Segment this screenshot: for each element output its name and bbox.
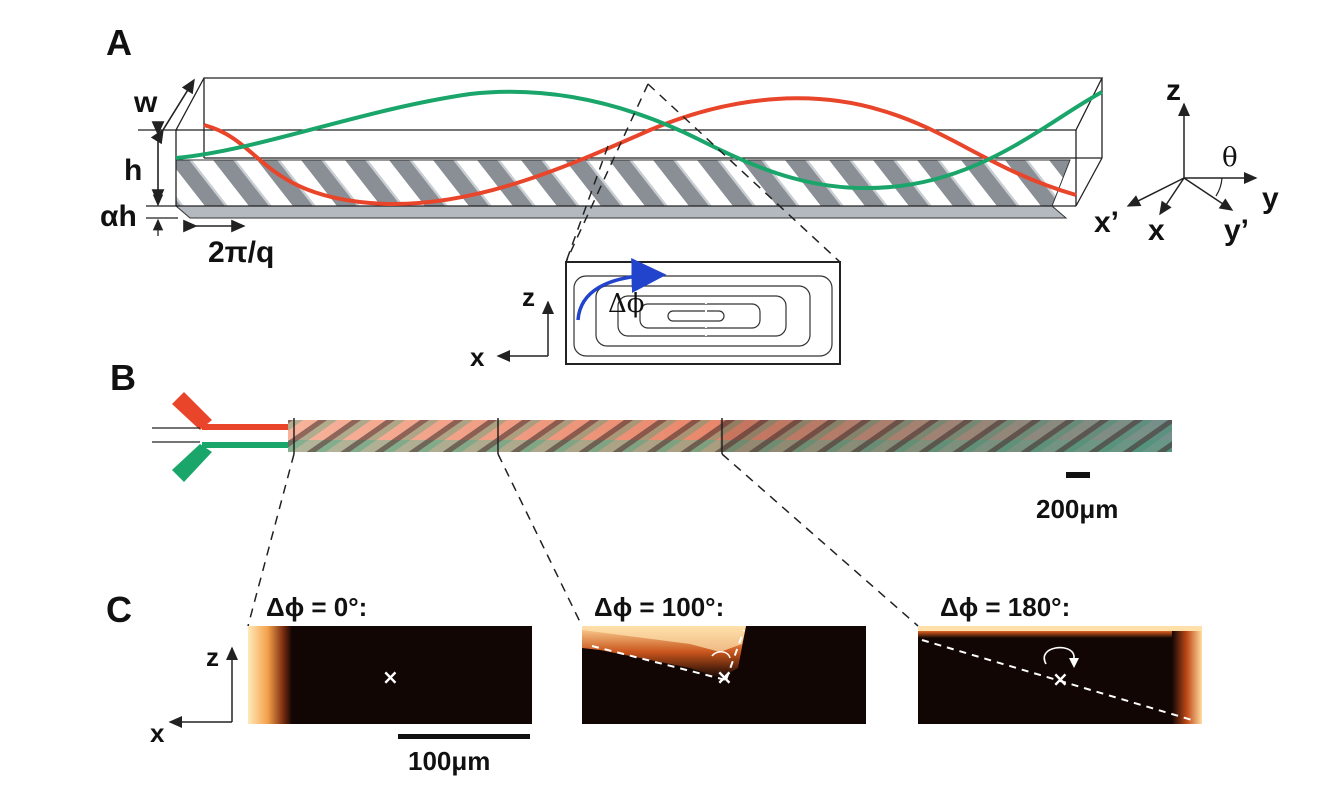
dimension-alpha-h: αh — [100, 190, 178, 236]
scale-bar-100um: 100μm — [398, 734, 530, 776]
centroid-marker-180: × — [1052, 667, 1069, 691]
axis-y-prime-label: y’ — [1224, 214, 1249, 247]
label-period: 2π/q — [208, 236, 274, 269]
inlet-junction — [152, 392, 294, 482]
label-h: h — [124, 154, 142, 187]
inset-axis-x-label: x — [470, 342, 485, 372]
label-alpha-h: αh — [100, 200, 137, 233]
inset-phase-label: Δϕ — [608, 289, 645, 319]
dimension-period: 2π/q — [183, 219, 274, 269]
image-180-label: Δϕ = 180°: — [940, 592, 1070, 622]
green-stream-line — [175, 89, 1103, 191]
panel-a: A w h — [100, 22, 1279, 372]
panel-c-axes: z x — [150, 642, 238, 748]
scale-bar-200um-label: 200μm — [1036, 494, 1118, 524]
panel-c: C z x Δϕ = 0°: × Δϕ = 100°: × — [106, 589, 1202, 776]
inset-axis-z-label: z — [522, 282, 535, 312]
cross-section-inset: Δϕ z x — [470, 258, 841, 372]
dimension-w: w — [133, 78, 195, 145]
panel-c-axis-x-label: x — [150, 718, 165, 748]
rotation-arrow — [576, 258, 667, 321]
coordinate-axes: z θ y x’ x y’ — [1094, 74, 1279, 247]
panel-b-letter: B — [110, 357, 136, 398]
panel-a-letter: A — [106, 22, 132, 63]
red-stream-line — [203, 96, 1077, 207]
mixing-channel-image — [288, 418, 1172, 454]
axis-z-label: z — [1166, 74, 1181, 107]
scale-bar-100um-label: 100μm — [408, 746, 490, 776]
label-w: w — [133, 86, 158, 119]
axis-y-label: y — [1262, 182, 1279, 215]
axis-theta-label: θ — [1222, 143, 1238, 173]
axis-x-label: x — [1148, 214, 1165, 247]
cross-section-image-180: Δϕ = 180°: × — [918, 592, 1202, 724]
panel-b: B 200μm — [110, 357, 1172, 627]
centroid-marker-0: × — [382, 665, 399, 689]
image-100-label: Δϕ = 100°: — [594, 592, 724, 622]
dimension-h: h — [124, 121, 178, 204]
cross-section-image-100: Δϕ = 100°: × — [582, 592, 866, 724]
panel-c-axis-z-label: z — [206, 642, 219, 672]
image-0-label: Δϕ = 0°: — [266, 592, 367, 622]
axis-x-prime-label: x’ — [1094, 206, 1119, 239]
centroid-marker-100: × — [716, 665, 733, 689]
scale-bar-200um: 200μm — [1036, 472, 1118, 524]
panel-c-letter: C — [106, 589, 132, 630]
cross-section-image-0: Δϕ = 0°: × — [248, 592, 532, 724]
